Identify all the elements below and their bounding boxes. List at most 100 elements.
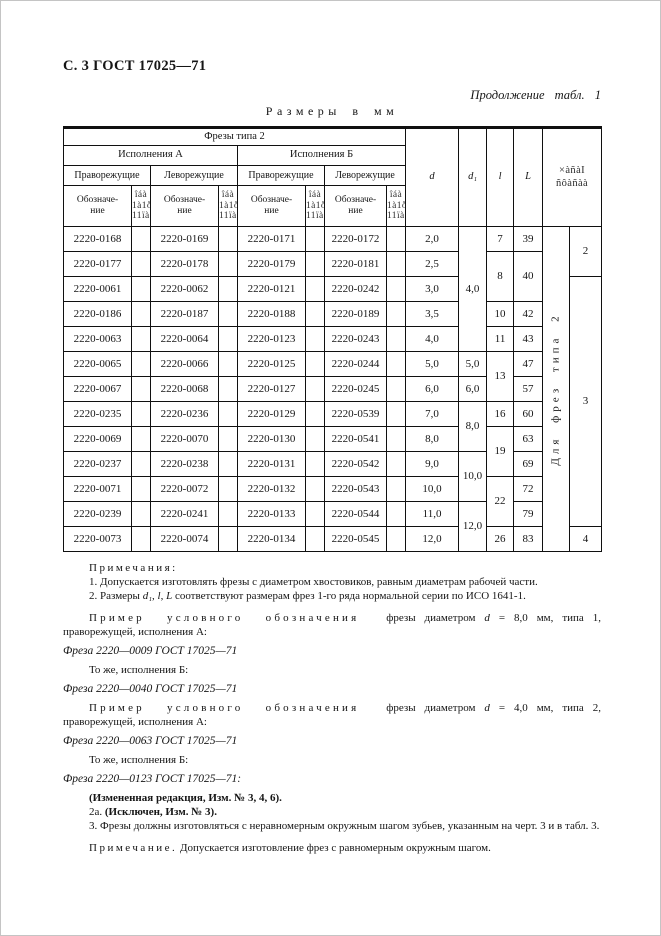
table-row: 2220-0065 2220-0066 2220-0125 2220-0244 …: [63, 351, 602, 402]
L-value-cell: 57: [513, 376, 544, 402]
empty-cell: [131, 351, 151, 377]
empty-cell: [218, 526, 238, 552]
empty-cell: [385, 401, 407, 427]
right-hand-header: Праворежущие: [237, 165, 325, 186]
designation-cell: 2220-0177: [63, 251, 132, 277]
table-row: 2220-0177 2220-0178 2220-0179 2220-0181 …: [63, 251, 602, 302]
designation-cell: 2220-0187: [150, 301, 219, 327]
designation-cell: 2220-0178: [150, 251, 219, 277]
note-2-text: 2. Размеры: [89, 590, 143, 602]
empty-cell: [218, 226, 238, 252]
designation-cell: 2220-0168: [63, 226, 132, 252]
table-row: 2220-0067 2220-0068 2220-0127 2220-0245 …: [63, 376, 602, 402]
designation-cell: 2220-0134: [237, 526, 306, 552]
l-value-cell: 16: [486, 401, 515, 427]
L-value-cell: 60: [513, 401, 544, 427]
empty-cell: [131, 226, 151, 252]
designation-cell: 2220-0131: [237, 451, 306, 477]
page-header: С. 3 ГОСТ 17025—71: [63, 58, 207, 74]
d-value-cell: 2,0: [405, 226, 460, 252]
empty-cell: [218, 301, 238, 327]
note-1: 1. Допускается изготовлять фрезы с диаме…: [89, 576, 538, 588]
table-header-row: Фрезы типа 2 d d₁ l L ×àñàI ñôàñàà: [62, 127, 603, 227]
right-hand-header: Праворежущие: [63, 165, 151, 186]
note-2-vars: d₁, l, L: [142, 590, 173, 602]
designation-cell: 2220-0073: [63, 526, 132, 552]
L-value-cell: 83: [513, 526, 544, 552]
l-value-cell: 7: [486, 226, 515, 252]
amendment-2-text: (Исключен, Изм. № 3).: [104, 806, 217, 818]
empty-cell: [218, 351, 238, 377]
empty-cell: [131, 476, 151, 502]
designation-cell: 2220-0238: [150, 451, 219, 477]
l-value-cell: 22: [486, 476, 515, 527]
dimensions-table: Фрезы типа 2 d d₁ l L ×àñàI ñôàñàà Испол…: [62, 126, 603, 552]
L-value-cell: 39: [513, 226, 544, 252]
empty-cell: [131, 301, 151, 327]
example-2-text: = 4,0 мм, типа 2, праворежущей, исполнен…: [63, 702, 601, 728]
notes-label: Примечания:: [89, 562, 178, 574]
l-value-cell: 26: [486, 526, 515, 552]
designation-cell: 2220-0065: [63, 351, 132, 377]
d1-value-cell: 6,0: [458, 376, 488, 402]
empty-cell: [218, 276, 238, 302]
empty-cell: [131, 451, 151, 477]
empty-cell: [218, 501, 238, 527]
designation-header: Обозначе- ние: [324, 185, 387, 227]
d1-value-cell: 12,0: [458, 501, 488, 552]
micro-header-cell: îáà 1à1ðà 11ïàä: [305, 185, 325, 227]
d-value-cell: 3,0: [405, 276, 460, 302]
empty-cell: [385, 251, 407, 277]
rotated-label-cell: Для фрез типа 2: [542, 226, 571, 552]
table-row: 2220-0235 2220-0236 2220-0129 2220-0539 …: [63, 401, 602, 452]
d-value-cell: 7,0: [405, 401, 460, 427]
designation-cell: 2220-0132: [237, 476, 306, 502]
designation-cell: 2220-0121: [237, 276, 306, 302]
amendment-2: 2а. (Исключен, Изм. № 3).: [63, 805, 601, 819]
d-value-cell: 5,0: [405, 351, 460, 377]
empty-cell: [131, 251, 151, 277]
designation-cell: 2220-0179: [237, 251, 306, 277]
amendment-2-number: 2а.: [89, 806, 105, 818]
micro-header-cell: îáà 1à1ðà 11ïàä: [385, 185, 407, 227]
empty-cell: [385, 376, 407, 402]
teeth-col-header: ×àñàI ñôàñàà: [542, 127, 603, 227]
final-note-text: Допускается изготовление фрез с равномер…: [177, 842, 491, 854]
l-value-cell: 8: [486, 251, 515, 302]
designation-cell: 2220-0069: [63, 426, 132, 452]
amendment-1: (Измененная редакция, Изм. № 3, 4, 6).: [89, 792, 282, 804]
designation-cell: 2220-0542: [324, 451, 387, 477]
rotated-label: Для фрез типа 2: [549, 312, 562, 466]
empty-cell: [305, 351, 325, 377]
designation-cell: 2220-0188: [237, 301, 306, 327]
table-row: 2220-0069 2220-0070 2220-0130 2220-0541 …: [63, 426, 602, 477]
empty-cell: [385, 351, 407, 377]
designation-cell: 2220-0169: [150, 226, 219, 252]
teeth-count-cell: 3: [569, 276, 603, 527]
execution-b-header: Исполнения Б: [236, 145, 407, 166]
empty-cell: [131, 401, 151, 427]
empty-cell: [218, 451, 238, 477]
designation-cell: 2220-0130: [237, 426, 306, 452]
l-col-header: l: [486, 127, 515, 227]
empty-cell: [305, 276, 325, 302]
designation-header: Обозначе- ние: [237, 185, 306, 227]
empty-cell: [385, 451, 407, 477]
table-row: 2220-0061 2220-0062 2220-0121 2220-0242 …: [63, 276, 603, 527]
designation-cell: 2220-0543: [324, 476, 387, 502]
empty-cell: [218, 426, 238, 452]
L-col-header: L: [513, 127, 544, 227]
empty-cell: [305, 326, 325, 352]
d-col-header: d: [405, 127, 460, 227]
table-row: 2220-0237 2220-0238 2220-0131 2220-0542 …: [63, 451, 602, 502]
empty-cell: [131, 426, 151, 452]
example-label: Пример условного обозначения: [89, 612, 360, 624]
execution-a-header: Исполнения А: [63, 145, 238, 166]
table-row: 2220-0168 2220-0169 2220-0171 2220-0172 …: [63, 226, 603, 552]
d-value-cell: 2,5: [405, 251, 460, 277]
L-value-cell: 72: [513, 476, 544, 502]
designation-cell: 2220-0071: [63, 476, 132, 502]
left-hand-header: Леворежущие: [323, 165, 407, 186]
designation-header: Обозначе- ние: [63, 185, 132, 227]
empty-cell: [385, 476, 407, 502]
